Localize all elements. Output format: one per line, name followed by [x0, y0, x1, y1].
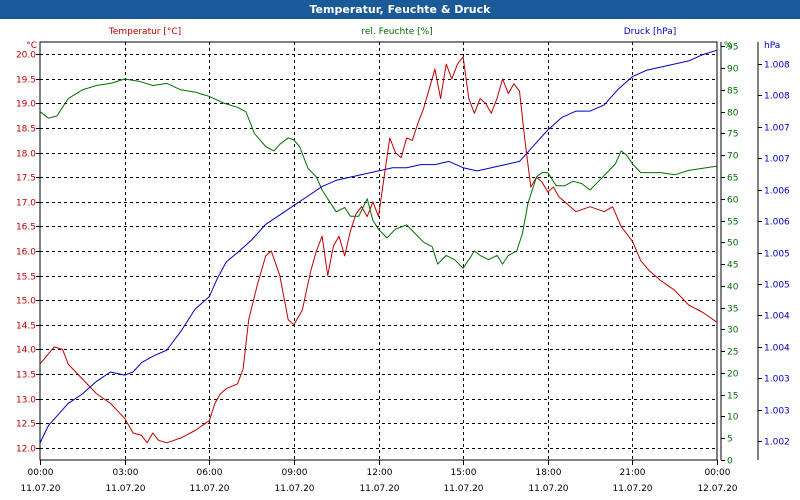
series-line-druck [39, 49, 718, 444]
tick-label-pressure: 1.006 [764, 187, 790, 197]
tick-label-humidity: 85 [727, 87, 738, 97]
humidity-axis-label: rel. Feuchte [%] [361, 27, 432, 37]
tick-label-pressure: 1.008 [764, 61, 790, 71]
tick-label-pressure: 1.003 [764, 407, 790, 417]
tick-label-pressure: 1.002 [764, 438, 790, 448]
tick-label-humidity: 75 [727, 130, 738, 140]
tick-label-humidity: 80 [727, 109, 739, 119]
temperature-unit: °C [26, 41, 37, 51]
tick-label-humidity: 50 [727, 239, 739, 249]
tick-label-pressure: 1.004 [764, 312, 790, 322]
tick-label-humidity: 70 [727, 152, 739, 162]
tick-label-temperature: 15.5 [16, 273, 36, 283]
tick-label-date: 11.07.20 [443, 484, 483, 494]
tick-label-time: 15:00 [451, 468, 477, 478]
tick-label-pressure: 1.006 [764, 218, 790, 228]
tick-label-humidity: 55 [727, 218, 738, 228]
tick-label-date: 11.07.20 [189, 484, 229, 494]
tick-label-pressure: 1.005 [764, 281, 790, 291]
tick-label-temperature: 16.5 [16, 223, 36, 233]
gridlines [40, 42, 717, 460]
tick-label-pressure: 1.003 [764, 375, 790, 385]
tick-label-temperature: 17.5 [16, 174, 36, 184]
tick-label-date: 11.07.20 [105, 484, 145, 494]
tick-label-humidity: 0 [727, 457, 733, 467]
series-lines [39, 49, 718, 444]
tick-label-humidity: 15 [727, 392, 738, 402]
pressure-unit: hPa [764, 41, 780, 51]
tick-label-temperature: 14.5 [16, 322, 36, 332]
tick-label-pressure: 1.007 [764, 155, 790, 165]
tick-label-date: 11.07.20 [612, 484, 652, 494]
tick-label-time: 00:00 [28, 468, 54, 478]
tick-label-temperature: 12.5 [16, 420, 36, 430]
tick-label-humidity: 30 [727, 326, 739, 336]
tick-label-time: 03:00 [113, 468, 139, 478]
series-line-temperatur [39, 56, 718, 444]
tick-label-date: 12.07.20 [697, 484, 737, 494]
window-title: Temperatur, Feuchte & Druck [0, 0, 800, 19]
line-chart: 12.0 12.5 13.0 13.5 14.0 14.5 15.0 15.5 16.0 16.5… [16, 27, 790, 495]
tick-label-temperature: 16.0 [16, 248, 36, 258]
temperature-axis-label: Temperatur [°C] [108, 27, 181, 37]
pressure-axis-label: Druck [hPa] [624, 27, 677, 37]
tick-label-temperature: 13.5 [16, 371, 36, 381]
tick-label-date: 11.07.20 [20, 484, 60, 494]
tick-label-temperature: 15.0 [16, 297, 36, 307]
tick-label-time: 21:00 [620, 468, 646, 478]
tick-label-time: 12:00 [367, 468, 393, 478]
tick-label-pressure: 1.004 [764, 344, 790, 354]
tick-label-humidity: 45 [727, 261, 738, 271]
tick-label-temperature: 20.0 [16, 51, 36, 61]
tick-label-pressure: 1.008 [764, 92, 790, 102]
tick-label-temperature: 19.5 [16, 76, 36, 86]
ticks: 12.0 12.5 13.0 13.5 14.0 14.5 15.0 15.5 16.0 16.5… [16, 43, 790, 495]
tick-label-date: 11.07.20 [274, 484, 314, 494]
tick-label-temperature: 13.0 [16, 396, 36, 406]
tick-label-humidity: 65 [727, 174, 738, 184]
tick-label-humidity: 5 [727, 435, 733, 445]
humidity-unit: % [724, 41, 733, 51]
tick-label-pressure: 1.005 [764, 250, 790, 260]
tick-label-temperature: 19.0 [16, 100, 36, 110]
tick-label-temperature: 17.0 [16, 199, 36, 209]
tick-label-humidity: 20 [727, 370, 739, 380]
tick-label-humidity: 25 [727, 348, 738, 358]
tick-label-time: 09:00 [282, 468, 308, 478]
series-line-rel-feuchte [39, 78, 718, 269]
tick-label-temperature: 12.0 [16, 445, 36, 455]
tick-label-humidity: 60 [727, 196, 739, 206]
tick-label-humidity: 90 [727, 65, 739, 75]
tick-label-pressure: 1.007 [764, 124, 790, 134]
tick-label-humidity: 10 [727, 413, 739, 423]
tick-label-temperature: 14.0 [16, 346, 36, 356]
tick-label-temperature: 18.5 [16, 125, 36, 135]
tick-label-time: 18:00 [536, 468, 562, 478]
tick-label-humidity: 40 [727, 283, 739, 293]
tick-label-date: 11.07.20 [528, 484, 568, 494]
tick-label-time: 00:00 [705, 468, 731, 478]
tick-label-time: 06:00 [197, 468, 223, 478]
tick-label-temperature: 18.0 [16, 150, 36, 160]
tick-label-date: 11.07.20 [359, 484, 399, 494]
tick-label-humidity: 35 [727, 305, 738, 315]
tick-label-humidity: 95 [727, 43, 738, 53]
